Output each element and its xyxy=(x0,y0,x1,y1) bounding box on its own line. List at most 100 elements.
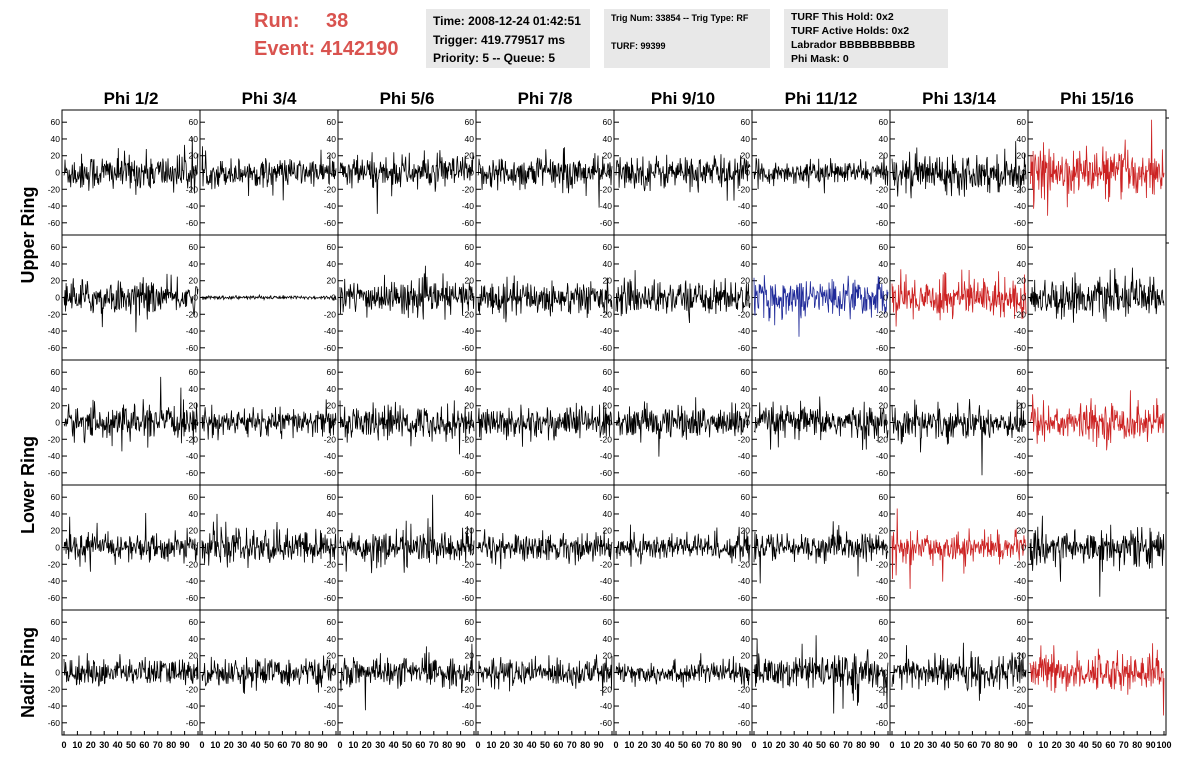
x-tick-label: 70 xyxy=(981,740,991,750)
y-tick-label: -20 xyxy=(48,434,61,444)
waveform-trace xyxy=(339,265,475,320)
y-tick-label: -60 xyxy=(186,593,199,603)
y-tick-label: 20 xyxy=(327,276,337,286)
x-tick-label: 80 xyxy=(580,740,590,750)
x-tick-label: 40 xyxy=(803,740,813,750)
y-tick-label: -60 xyxy=(186,343,199,353)
y-tick-label: 0 xyxy=(55,668,60,678)
y-tick-label: 60 xyxy=(879,617,889,627)
x-tick-label: 80 xyxy=(166,740,176,750)
y-tick-label: -40 xyxy=(1014,326,1027,336)
x-tick-label: 10 xyxy=(1038,740,1048,750)
y-tick-label: 60 xyxy=(879,117,889,127)
y-tick-label: -40 xyxy=(462,451,475,461)
x-tick-label: 90 xyxy=(318,740,328,750)
y-tick-label: -20 xyxy=(1014,309,1027,319)
turf-info-panel: TURF This Hold: 0x2 TURF Active Holds: 0… xyxy=(784,9,948,68)
y-tick-label: -40 xyxy=(1014,201,1027,211)
y-tick-label: 60 xyxy=(879,242,889,252)
x-tick-label: 60 xyxy=(967,740,977,750)
y-tick-label: 0 xyxy=(55,418,60,428)
waveform-trace xyxy=(891,508,1027,589)
y-tick-label: 0 xyxy=(745,668,750,678)
y-tick-label: -40 xyxy=(462,576,475,586)
x-tick-label: 10 xyxy=(72,740,82,750)
y-tick-label: -20 xyxy=(1014,559,1027,569)
x-tick-label: 20 xyxy=(914,740,924,750)
y-tick-label: -20 xyxy=(186,684,199,694)
y-tick-label: -20 xyxy=(186,184,199,194)
y-tick-label: 40 xyxy=(741,509,751,519)
waveform-trace xyxy=(753,635,889,714)
y-tick-label: 0 xyxy=(55,168,60,178)
x-tick-label: 70 xyxy=(153,740,163,750)
waveform-trace xyxy=(753,275,889,337)
y-tick-label: -60 xyxy=(738,718,751,728)
waveform-trace xyxy=(477,654,613,696)
x-tick-label: 0 xyxy=(751,740,756,750)
waveform-trace xyxy=(477,529,613,570)
x-tick-label: 50 xyxy=(678,740,688,750)
y-tick-label: 20 xyxy=(51,401,61,411)
y-tick-label: 20 xyxy=(603,526,613,536)
turf-text: TURF: 99399 xyxy=(611,41,666,51)
y-tick-label: 0 xyxy=(469,543,474,553)
priority-text: Priority: 5 -- Queue: 5 xyxy=(433,51,556,65)
y-tick-label: 60 xyxy=(465,117,475,127)
y-tick-label: 40 xyxy=(603,634,613,644)
x-tick-label: 40 xyxy=(527,740,537,750)
y-tick-label: 60 xyxy=(51,492,61,502)
x-tick-label: 30 xyxy=(1065,740,1075,750)
labrador-text: Labrador BBBBBBBBBB xyxy=(791,39,916,51)
y-tick-label: 60 xyxy=(327,242,337,252)
y-tick-label: -60 xyxy=(1014,218,1027,228)
x-tick-label: 20 xyxy=(776,740,786,750)
y-tick-label: -60 xyxy=(738,343,751,353)
waveform-trace xyxy=(63,137,199,195)
y-tick-label: -20 xyxy=(186,434,199,444)
y-tick-label: -60 xyxy=(48,718,61,728)
x-tick-label: 50 xyxy=(1092,740,1102,750)
y-tick-label: -20 xyxy=(324,559,337,569)
column-header: Phi 5/6 xyxy=(380,89,435,108)
y-tick-label: -40 xyxy=(876,701,889,711)
y-tick-label: 60 xyxy=(51,367,61,377)
y-tick-label: 40 xyxy=(465,384,475,394)
x-tick-label: 90 xyxy=(180,740,190,750)
waveform-trace xyxy=(891,398,1027,476)
y-tick-label: 40 xyxy=(603,259,613,269)
run-label: Run: xyxy=(254,10,300,32)
y-tick-label: 20 xyxy=(879,151,889,161)
x-tick-label: 20 xyxy=(1052,740,1062,750)
y-tick-label: 60 xyxy=(1017,242,1027,252)
y-tick-label: 20 xyxy=(51,151,61,161)
y-tick-label: -40 xyxy=(600,451,613,461)
x-tick-label: 30 xyxy=(99,740,109,750)
x-tick-label: 0 xyxy=(337,740,342,750)
y-tick-label: -40 xyxy=(600,701,613,711)
y-tick-label: 0 xyxy=(193,668,198,678)
y-tick-label: 60 xyxy=(465,492,475,502)
x-tick-label: 60 xyxy=(415,740,425,750)
x-tick-label: 70 xyxy=(567,740,577,750)
x-tick-label: 90 xyxy=(870,740,880,750)
y-tick-label: 0 xyxy=(745,418,750,428)
y-tick-label: 60 xyxy=(1017,367,1027,377)
y-tick-label: -40 xyxy=(324,326,337,336)
y-tick-label: -60 xyxy=(186,718,199,728)
x-tick-label: 50 xyxy=(816,740,826,750)
column-header: Phi 15/16 xyxy=(1060,89,1134,108)
x-tick-label: 0 xyxy=(613,740,618,750)
y-tick-label: -20 xyxy=(876,559,889,569)
y-tick-label: -40 xyxy=(738,576,751,586)
y-tick-label: 0 xyxy=(469,668,474,678)
y-tick-label: -20 xyxy=(738,184,751,194)
waveform-trace xyxy=(891,269,1027,327)
y-tick-label: 0 xyxy=(607,668,612,678)
y-tick-label: 20 xyxy=(1017,651,1027,661)
x-tick-label: 40 xyxy=(389,740,399,750)
y-tick-label: -20 xyxy=(324,434,337,444)
y-tick-label: -60 xyxy=(186,218,199,228)
y-tick-label: -40 xyxy=(324,451,337,461)
